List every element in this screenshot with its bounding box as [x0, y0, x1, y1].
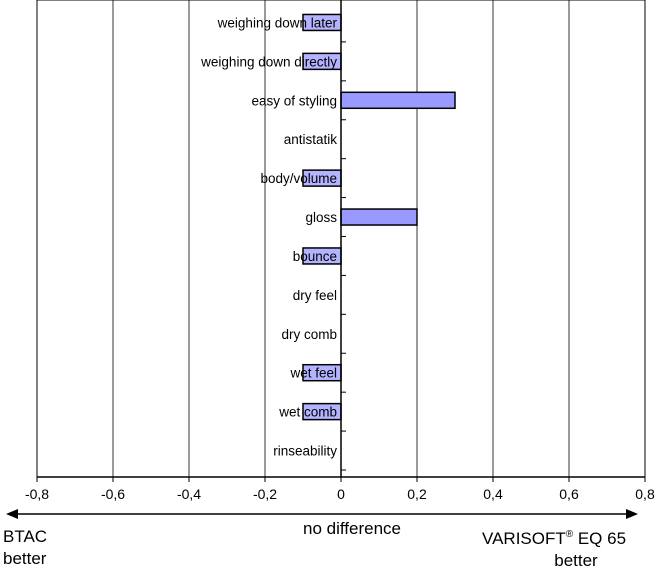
- category-label: wet comb: [278, 405, 337, 420]
- x-tick-label: -0,2: [253, 486, 277, 502]
- bar: [340, 208, 418, 226]
- x-tick-label: -0,6: [101, 486, 125, 502]
- category-labels: weighing down later weighing down directl…: [200, 15, 337, 458]
- comparison-arrow: [6, 509, 638, 519]
- grid-lines: [112, 0, 570, 477]
- right-annotation-rest: EQ 65: [573, 529, 626, 548]
- axes: [36, 0, 646, 482]
- category-label: body/volume: [260, 171, 337, 186]
- right-annotation-brand: VARISOFT: [482, 529, 566, 548]
- right-annotation-sup: ®: [566, 529, 574, 540]
- category-label: easy of styling: [251, 93, 337, 108]
- right-annotation-line1: VARISOFT® EQ 65: [482, 529, 626, 548]
- category-label: gloss: [305, 210, 337, 225]
- left-annotation-line1: BTAC: [3, 527, 47, 546]
- bars: [302, 13, 456, 421]
- center-annotation: no difference: [303, 519, 401, 538]
- x-tick-label: 0: [337, 486, 345, 502]
- category-label: dry comb: [281, 327, 337, 342]
- right-annotation-line2: better: [554, 551, 598, 570]
- tick-labels: -0,8 -0,6 -0,4 -0,2 0 0,2 0,4 0,6 0,8: [25, 486, 655, 502]
- arrow-left-head: [6, 509, 18, 519]
- category-label: rinseability: [273, 444, 337, 459]
- left-annotation-line2: better: [3, 549, 47, 568]
- category-label: wet feel: [289, 366, 337, 381]
- x-tick-label: -0,8: [25, 486, 49, 502]
- x-tick-label: 0,2: [407, 486, 427, 502]
- arrow-right-head: [626, 509, 638, 519]
- category-label: antistatik: [284, 132, 338, 147]
- category-label: bounce: [293, 249, 337, 264]
- x-tick-label: 0,4: [483, 486, 503, 502]
- category-label: weighing down directly: [200, 54, 337, 69]
- category-label: weighing down later: [217, 15, 338, 30]
- x-tick-label: -0,4: [177, 486, 201, 502]
- category-label: dry feel: [293, 288, 337, 303]
- x-tick-label: 0,8: [635, 486, 655, 502]
- x-tick-label: 0,6: [559, 486, 579, 502]
- bar: [340, 91, 456, 110]
